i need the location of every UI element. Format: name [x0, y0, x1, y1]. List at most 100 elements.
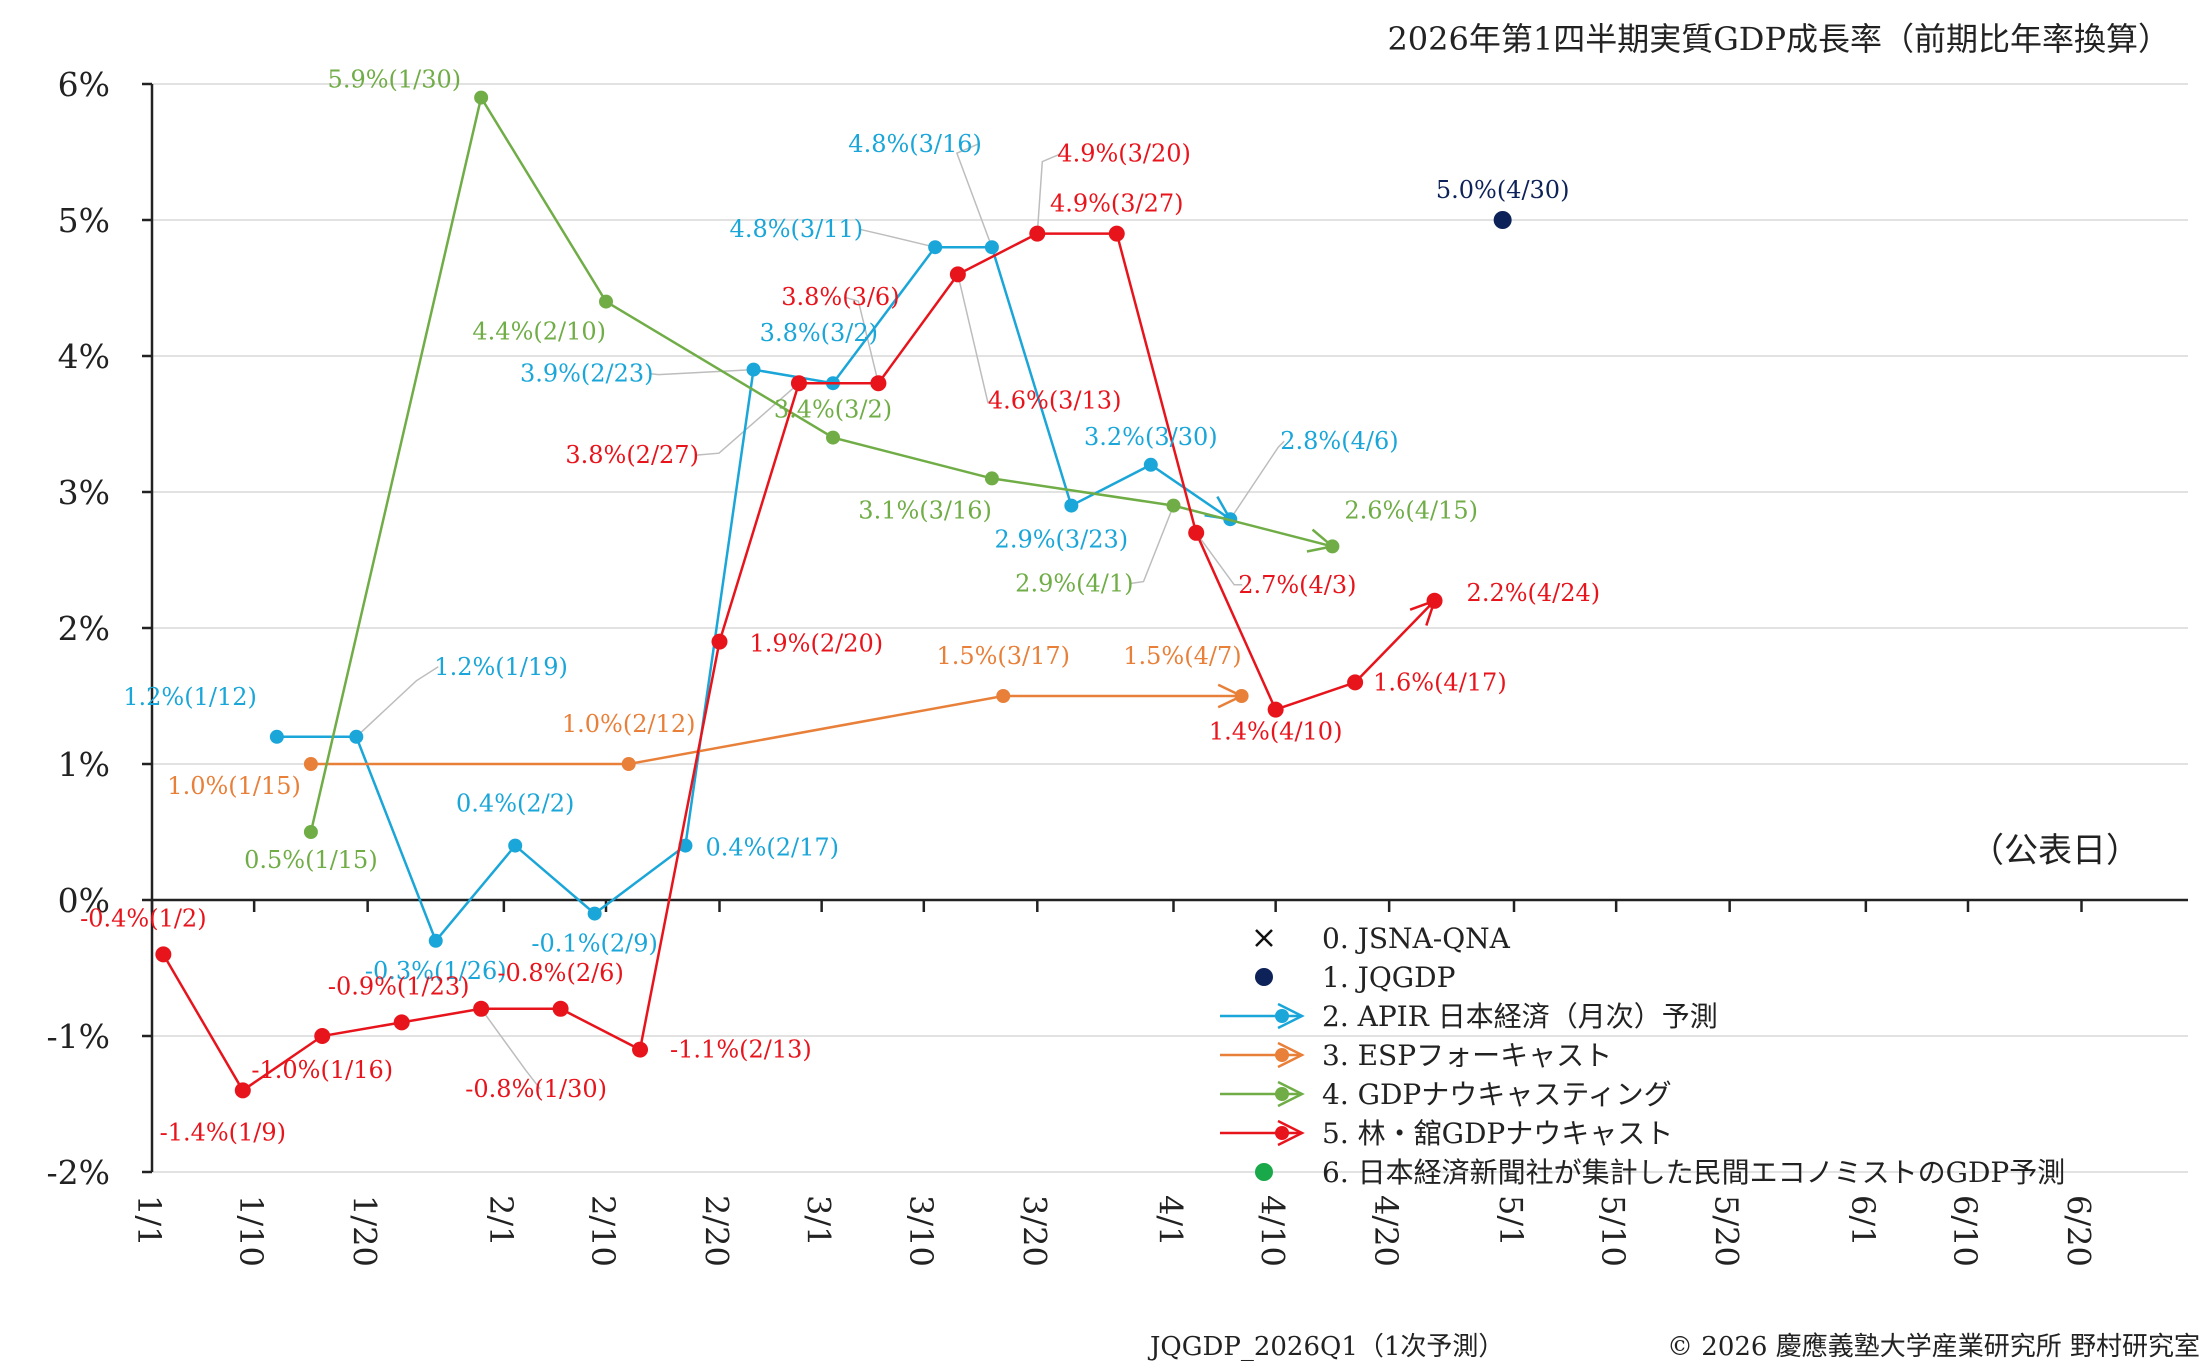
legend-marker: [1275, 1048, 1289, 1062]
data-point-4-3: [826, 430, 840, 445]
legend-marker: [1255, 1163, 1273, 1181]
data-point-5-6: [632, 1041, 649, 1058]
data-label: -0.9%(1/23): [328, 972, 470, 1000]
data-label: 3.8%(3/6): [781, 283, 899, 311]
data-point-2-5: [678, 838, 693, 853]
y-tick-label: 4%: [58, 337, 110, 376]
label-leader-lines: [355, 143, 1285, 1090]
leader-line: [1129, 505, 1175, 585]
legend-arrow: [1277, 1080, 1305, 1108]
data-point-5-0: [155, 946, 172, 963]
data-label: 1.0%(2/12): [562, 710, 696, 738]
data-point-5-5: [552, 1000, 569, 1017]
x-tick-label: 6/20: [2060, 1195, 2098, 1267]
x-tick-label: 2/10: [584, 1195, 622, 1267]
x-tick-label: 5/10: [1594, 1195, 1632, 1267]
data-point-5-1: [234, 1082, 251, 1099]
leader-line: [858, 228, 936, 248]
data-label: 4.9%(3/27): [1050, 190, 1184, 218]
x-tick-label: 3/10: [902, 1195, 940, 1267]
y-tick-label: 0%: [58, 881, 110, 920]
data-point-4-0: [303, 825, 318, 839]
leader-line: [694, 382, 800, 456]
x-tick-label: 4/10: [1254, 1195, 1292, 1267]
legend: 0. JSNA-QNA 1. JQGDP 2. APIR 日本経済（月次）予測 3. …: [1220, 922, 2065, 1189]
data-labels: 5.0%(4/30) 1.2%(1/12) 1.2%(1/19) -0.3%(1/26…: [80, 66, 1600, 1147]
data-label: 0.4%(2/2): [456, 790, 574, 818]
data-label: 1.5%(4/7): [1123, 642, 1241, 670]
x-tick-label: 1/10: [232, 1195, 270, 1267]
data-point-2-11: [1143, 457, 1158, 472]
data-label: 5.9%(1/30): [328, 66, 462, 94]
data-point-5-12: [1108, 225, 1125, 242]
data-label: 4.4%(2/10): [472, 318, 606, 346]
data-point-4-1: [474, 90, 489, 105]
data-label: 1.6%(4/17): [1373, 668, 1507, 696]
data-label: 1.0%(1/15): [167, 772, 301, 800]
data-point-5-16: [1426, 592, 1443, 609]
legend-marker: [1255, 968, 1273, 986]
data-point-4-5: [1166, 498, 1181, 513]
x-tick-label: 2/1: [482, 1195, 520, 1247]
y-axis-ticks: 6% 5% 4% 3% 2% 1% 0% -1% -2%: [46, 65, 152, 1192]
y-tick-label: 6%: [58, 65, 110, 104]
data-point-5-10: [949, 266, 966, 283]
leader-line: [1036, 152, 1062, 234]
data-point-1-0: [1493, 211, 1512, 229]
legend-marker: [1275, 1087, 1289, 1101]
y-tick-label: 2%: [58, 609, 110, 648]
x-tick-label: 5/1: [1492, 1195, 1530, 1247]
leader-line: [1229, 440, 1285, 520]
leader-line: [955, 143, 993, 248]
data-point-2-0: [269, 729, 284, 744]
x-axis-unit-label: （公表日）: [1970, 831, 2140, 871]
data-label: 3.4%(3/2): [774, 396, 892, 424]
legend-entry: 2. APIR 日本経済（月次）予測: [1322, 1000, 1718, 1033]
leader-line: [1195, 532, 1243, 586]
y-tick-label: 3%: [58, 473, 110, 512]
data-point-5-4: [473, 1000, 490, 1017]
data-label: -0.4%(1/2): [80, 904, 206, 932]
data-point-3-1: [621, 757, 636, 771]
data-label: 2.9%(4/1): [1015, 570, 1133, 598]
legend-entry: 6. 日本経済新聞社が集計した民間エコノミストのGDP予測: [1322, 1156, 2065, 1189]
data-label: -1.1%(2/13): [670, 1036, 812, 1064]
series-line-5: [162, 232, 1436, 1093]
data-label: 0.4%(2/17): [705, 834, 839, 862]
data-point-5-8: [790, 375, 807, 392]
x-tick-label: 1/1: [130, 1195, 168, 1247]
legend-marker: [1275, 1009, 1289, 1023]
legend-marker-x: [1255, 929, 1273, 947]
legend-arrow: [1277, 1119, 1305, 1147]
data-point-5-13: [1188, 524, 1205, 541]
data-label: 4.9%(3/20): [1057, 140, 1191, 168]
x-tick-label: 6/10: [1946, 1195, 1984, 1267]
data-label: 4.6%(3/13): [988, 386, 1122, 414]
x-tick-label: 5/20: [1708, 1195, 1746, 1267]
legend-entry: 0. JSNA-QNA: [1322, 922, 1511, 955]
data-label: 3.9%(2/23): [520, 360, 654, 388]
series-group: [155, 90, 1512, 1099]
data-label: 2.6%(4/15): [1344, 496, 1478, 524]
data-label: -0.3%(1/26): [365, 957, 507, 985]
legend-entry: 4. GDPナウキャスティング: [1322, 1078, 1672, 1111]
x-tick-label: 4/20: [1367, 1195, 1405, 1267]
y-tick-label: -1%: [46, 1017, 110, 1056]
data-point-2-9: [984, 240, 999, 255]
x-tick-label: 3/20: [1015, 1195, 1053, 1267]
data-point-3-3: [1234, 689, 1249, 703]
x-tick-label: 6/1: [1844, 1195, 1882, 1247]
data-point-2-2: [428, 933, 443, 948]
data-label: -0.8%(2/6): [497, 959, 623, 987]
data-label: 1.4%(4/10): [1209, 718, 1343, 746]
x-tick-label: 2/20: [698, 1195, 736, 1267]
data-point-5-2: [314, 1028, 331, 1044]
y-tick-label: 5%: [58, 201, 110, 240]
data-point-3-0: [303, 757, 318, 771]
data-point-5-3: [393, 1014, 410, 1031]
leader-line: [649, 368, 754, 376]
data-label: 2.7%(4/3): [1238, 571, 1356, 599]
data-label: 5.0%(4/30): [1436, 176, 1570, 204]
data-label: 4.8%(3/11): [730, 215, 864, 243]
